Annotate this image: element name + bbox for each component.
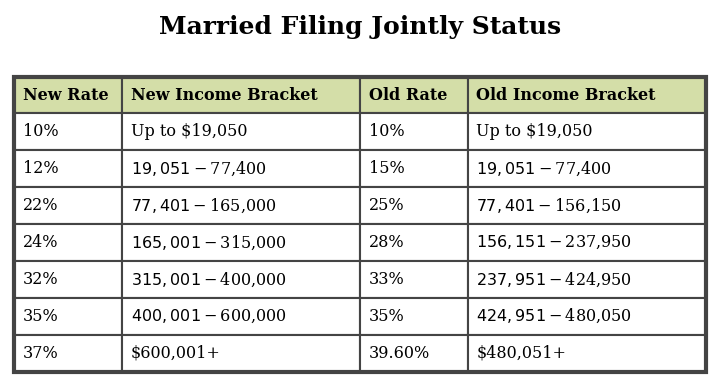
Text: Up to $19,050: Up to $19,050 xyxy=(131,123,247,141)
Text: Old Rate: Old Rate xyxy=(369,87,447,103)
Bar xyxy=(14,335,122,372)
Text: $77,401-$165,000: $77,401-$165,000 xyxy=(131,196,276,215)
Bar xyxy=(360,335,468,372)
Bar xyxy=(14,261,122,298)
Text: $424,951-$480,050: $424,951-$480,050 xyxy=(477,307,632,326)
Text: $77,401-$156,150: $77,401-$156,150 xyxy=(477,196,622,215)
Text: Married Filing Jointly Status: Married Filing Jointly Status xyxy=(159,15,561,39)
Bar xyxy=(14,113,122,150)
Bar xyxy=(122,261,360,298)
Bar xyxy=(468,224,706,261)
Bar xyxy=(360,187,468,224)
Text: $19,051-$77,400: $19,051-$77,400 xyxy=(131,160,266,178)
Text: 22%: 22% xyxy=(23,197,58,214)
Text: 10%: 10% xyxy=(23,123,58,141)
Bar xyxy=(468,298,706,335)
Bar xyxy=(122,113,360,150)
Bar xyxy=(14,224,122,261)
Text: $156,151-$237,950: $156,151-$237,950 xyxy=(477,234,632,251)
Text: 25%: 25% xyxy=(369,197,404,214)
Bar xyxy=(122,151,360,187)
Text: $600,001+: $600,001+ xyxy=(131,345,220,362)
Bar xyxy=(468,187,706,224)
Text: 28%: 28% xyxy=(369,234,404,251)
Text: 32%: 32% xyxy=(23,271,58,288)
Text: 24%: 24% xyxy=(23,234,58,251)
Text: 10%: 10% xyxy=(369,123,404,141)
Text: 37%: 37% xyxy=(23,345,59,362)
Bar xyxy=(468,113,706,150)
Text: 35%: 35% xyxy=(23,308,59,325)
Text: 12%: 12% xyxy=(23,160,58,177)
Text: New Income Bracket: New Income Bracket xyxy=(131,87,318,103)
Bar xyxy=(468,335,706,372)
Text: $315,001-$400,000: $315,001-$400,000 xyxy=(131,270,287,288)
Bar xyxy=(14,187,122,224)
Text: $237,951-$424,950: $237,951-$424,950 xyxy=(477,270,632,288)
Bar xyxy=(14,77,122,113)
Bar xyxy=(360,77,468,113)
Text: New Rate: New Rate xyxy=(23,87,109,103)
Bar xyxy=(360,261,468,298)
Bar xyxy=(468,151,706,187)
Bar xyxy=(122,77,360,113)
Bar xyxy=(122,224,360,261)
Text: Old Income Bracket: Old Income Bracket xyxy=(477,87,656,103)
Text: 33%: 33% xyxy=(369,271,405,288)
Text: 39.60%: 39.60% xyxy=(369,345,430,362)
Text: $400,001-$600,000: $400,001-$600,000 xyxy=(131,308,287,325)
Text: $19,051-$77,400: $19,051-$77,400 xyxy=(477,160,612,178)
Bar xyxy=(360,224,468,261)
Text: $480,051+: $480,051+ xyxy=(477,345,567,362)
Bar xyxy=(468,77,706,113)
Bar xyxy=(14,298,122,335)
Text: 15%: 15% xyxy=(369,160,405,177)
Text: $165,001-$315,000: $165,001-$315,000 xyxy=(131,233,287,252)
Bar xyxy=(360,151,468,187)
Bar xyxy=(360,113,468,150)
Text: 35%: 35% xyxy=(369,308,405,325)
Bar xyxy=(122,298,360,335)
Bar xyxy=(14,77,706,372)
Bar xyxy=(360,298,468,335)
Text: Up to $19,050: Up to $19,050 xyxy=(477,123,593,141)
Bar xyxy=(122,335,360,372)
Bar xyxy=(122,187,360,224)
Bar xyxy=(14,151,122,187)
Bar xyxy=(468,261,706,298)
